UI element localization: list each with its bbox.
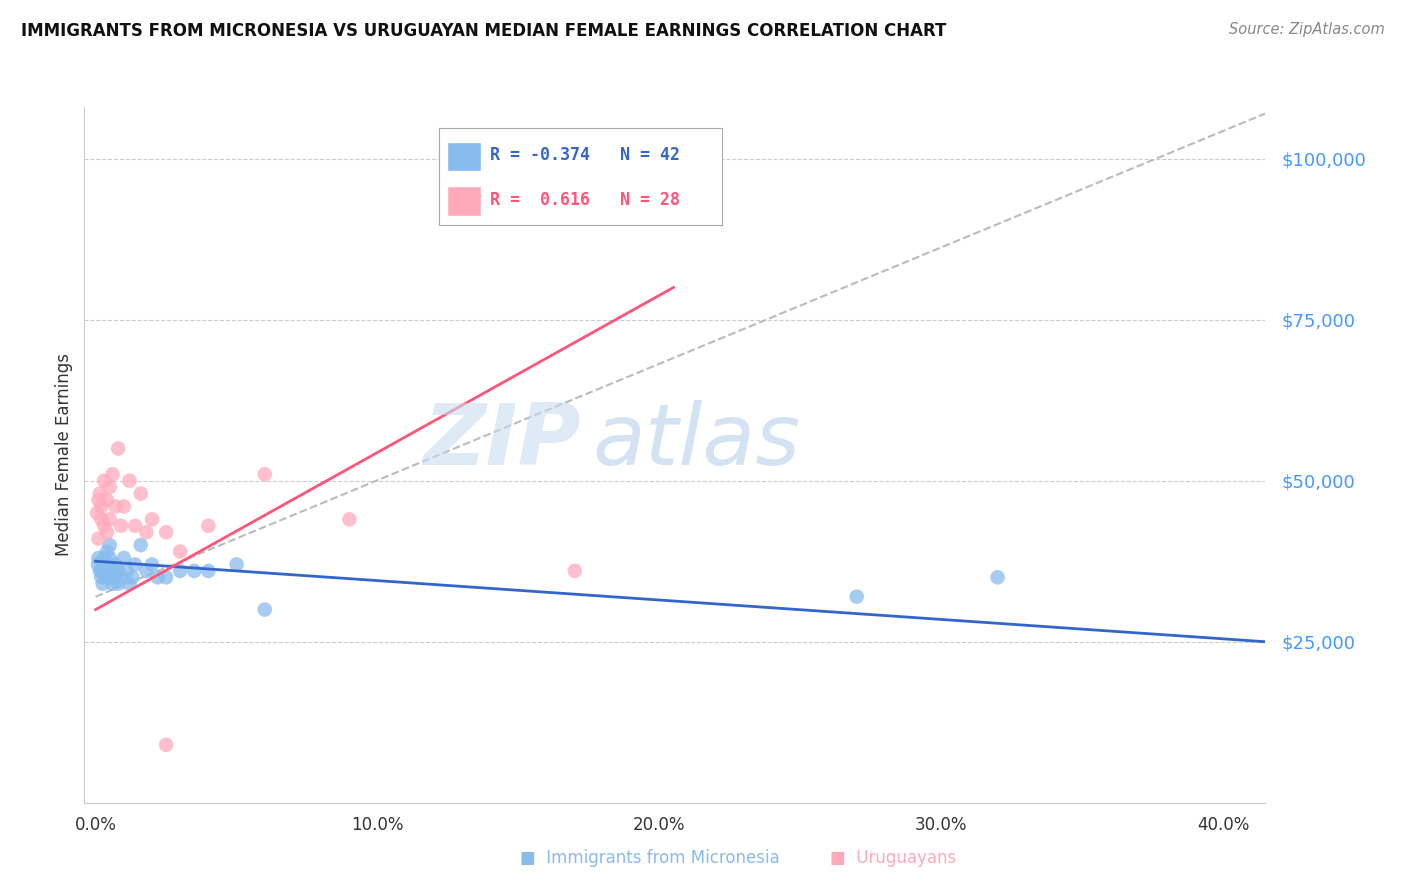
Point [183, 564, 205, 578]
Point [96, 544, 118, 558]
Point [155, 738, 177, 752]
Point [98, 570, 121, 584]
Point [155, 570, 177, 584]
Point [155, 525, 177, 540]
Point [107, 442, 129, 456]
Point [124, 558, 146, 572]
Point [91, 576, 114, 591]
Point [86, 506, 108, 520]
Text: ■  Uruguayans: ■ Uruguayans [830, 849, 956, 867]
Point [112, 551, 135, 566]
Point [96, 558, 118, 572]
Point [564, 564, 586, 578]
Point [197, 564, 219, 578]
Point [129, 486, 152, 500]
Point [87, 493, 110, 508]
Point [87, 558, 110, 572]
Point [146, 570, 169, 584]
Point [107, 576, 129, 591]
Point [90, 564, 112, 578]
Point [87, 532, 110, 546]
Point [94, 570, 117, 584]
Point [121, 570, 143, 584]
Point [101, 570, 124, 584]
Point [124, 518, 146, 533]
Point [115, 564, 138, 578]
Point [112, 500, 135, 514]
Point [104, 558, 127, 572]
Point [129, 538, 152, 552]
Text: ZIP: ZIP [423, 400, 581, 483]
Point [93, 551, 115, 566]
Point [118, 576, 141, 591]
Point [101, 564, 124, 578]
Point [96, 525, 118, 540]
Point [101, 576, 124, 591]
Point [169, 564, 191, 578]
Point [98, 512, 121, 526]
Point [141, 558, 163, 572]
Point [93, 558, 115, 572]
Point [135, 525, 157, 540]
Text: IMMIGRANTS FROM MICRONESIA VS URUGUAYAN MEDIAN FEMALE EARNINGS CORRELATION CHART: IMMIGRANTS FROM MICRONESIA VS URUGUAYAN … [21, 22, 946, 40]
Point [337, 512, 360, 526]
Point [90, 500, 112, 514]
Point [104, 570, 127, 584]
Text: Source: ZipAtlas.com: Source: ZipAtlas.com [1229, 22, 1385, 37]
Point [93, 474, 115, 488]
Point [98, 551, 121, 566]
Point [93, 518, 115, 533]
Point [98, 538, 121, 552]
Point [104, 500, 127, 514]
Point [253, 602, 276, 616]
Point [107, 564, 129, 578]
Point [225, 558, 247, 572]
Point [141, 512, 163, 526]
Point [987, 570, 1010, 584]
Point [89, 564, 111, 578]
Point [197, 518, 219, 533]
Y-axis label: Median Female Earnings: Median Female Earnings [55, 353, 73, 557]
Point [90, 570, 112, 584]
Point [135, 564, 157, 578]
Point [101, 467, 124, 482]
Point [845, 590, 868, 604]
Point [90, 512, 112, 526]
Point [98, 480, 121, 494]
Point [89, 486, 111, 500]
Point [169, 544, 191, 558]
Point [253, 467, 276, 482]
Point [96, 564, 118, 578]
Point [110, 518, 132, 533]
Point [118, 474, 141, 488]
Text: atlas: atlas [592, 400, 800, 483]
Point [96, 493, 118, 508]
Point [110, 570, 132, 584]
Point [87, 551, 110, 566]
Point [93, 564, 115, 578]
Text: ■  Immigrants from Micronesia: ■ Immigrants from Micronesia [520, 849, 780, 867]
Point [98, 564, 121, 578]
